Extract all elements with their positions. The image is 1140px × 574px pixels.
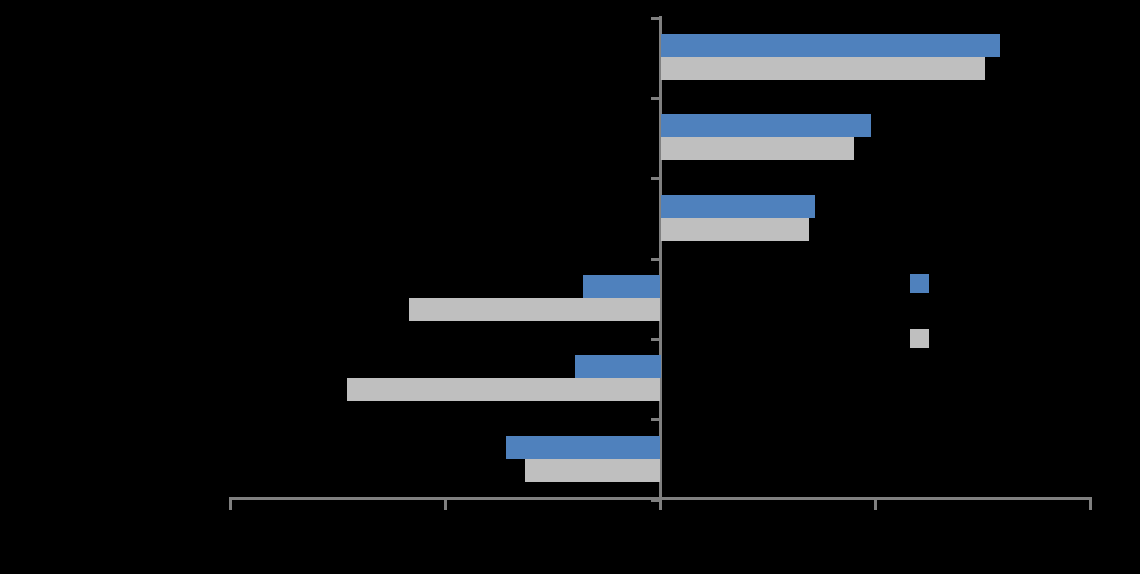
y-axis-tick (651, 337, 659, 341)
bar-series1-category5 (574, 355, 661, 379)
bar-series2-category6 (525, 458, 661, 482)
y-axis-line (659, 16, 662, 500)
y-axis-tick (651, 96, 659, 100)
bar-series1-category1 (660, 34, 1001, 57)
bar-series1-category6 (505, 435, 661, 459)
y-axis-tick (651, 257, 659, 261)
x-axis-line (229, 497, 1092, 500)
bar-series2-category2 (660, 137, 854, 161)
y-axis-tick (651, 418, 659, 422)
bar-series2-category1 (660, 57, 986, 80)
bar-series2-category5 (346, 378, 661, 402)
bar-series1-category4 (583, 275, 661, 298)
x-axis-tick (229, 500, 232, 510)
x-axis-tick (1089, 500, 1092, 510)
legend-swatch-series1 (910, 274, 929, 293)
x-axis-tick (659, 500, 662, 510)
bar-series2-category4 (408, 298, 661, 321)
y-axis-tick (651, 16, 659, 20)
bar-series1-category3 (660, 194, 816, 218)
y-axis-tick (651, 177, 659, 181)
x-axis-tick (874, 500, 877, 510)
bar-series2-category3 (660, 217, 809, 241)
legend-swatch-series2 (910, 329, 929, 348)
x-axis-tick (444, 500, 447, 510)
bar-series1-category2 (660, 114, 872, 138)
y-axis-tick (651, 498, 659, 502)
